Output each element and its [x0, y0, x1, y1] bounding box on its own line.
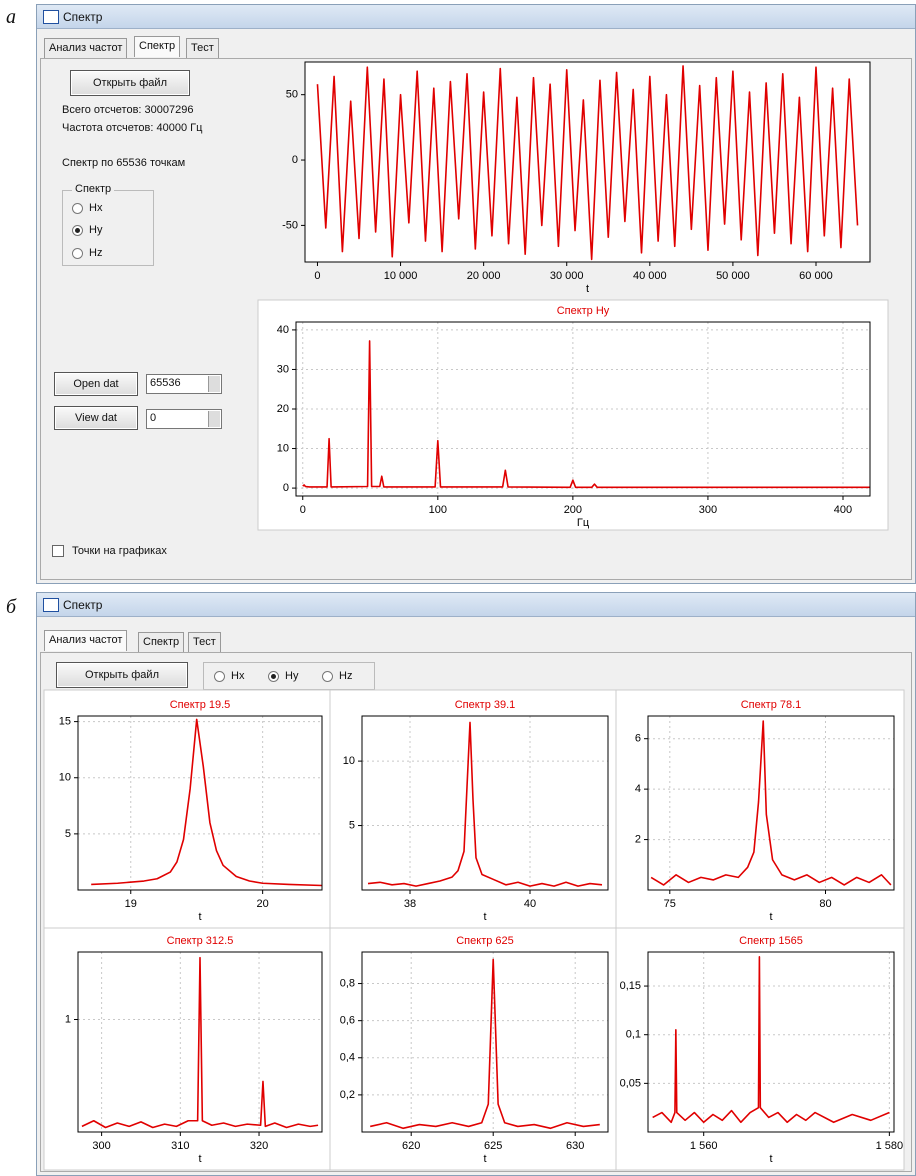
checkbox-label: Точки на графиках: [72, 545, 167, 557]
checkbox[interactable]: Точки на графиках: [52, 545, 167, 558]
radio-dot: [214, 670, 225, 682]
radio-label: Hz: [89, 247, 103, 259]
radio-dot: [322, 670, 333, 682]
tab[interactable]: Тест: [188, 632, 221, 653]
radio-button[interactable]: Hz: [322, 670, 352, 682]
radio-button[interactable]: Hx: [72, 202, 102, 214]
radio-button[interactable]: Hz: [72, 247, 102, 259]
radio-label: Hy: [89, 224, 103, 236]
radio-dot: [268, 670, 279, 682]
radio-dot: [72, 224, 83, 236]
spin-box[interactable]: 0: [146, 409, 222, 429]
radio-dot: [72, 202, 83, 214]
spin-value: 0: [150, 412, 157, 424]
radio-label: Hz: [339, 670, 353, 682]
radio-label: Hy: [285, 670, 299, 682]
button[interactable]: View dat: [54, 406, 138, 430]
spin-arrows[interactable]: [208, 411, 220, 427]
radio-label: Hx: [231, 670, 245, 682]
spin-value: 65536: [150, 377, 181, 389]
spin-arrows[interactable]: [208, 376, 220, 392]
info-text: Всего отсчетов: 30007296: [62, 104, 194, 116]
tab[interactable]: Спектр: [138, 632, 185, 653]
button[interactable]: Открыть файл: [70, 70, 190, 96]
tab[interactable]: Спектр: [134, 36, 181, 57]
button[interactable]: Открыть файл: [56, 662, 188, 688]
tab[interactable]: Тест: [186, 38, 219, 59]
tab-pane: [40, 58, 912, 580]
figure-label: а: [6, 6, 16, 28]
radio-button[interactable]: Hy: [268, 670, 298, 682]
info-text: Спектр по 65536 точкам: [62, 157, 186, 169]
window-title: Спектр: [63, 598, 103, 612]
radio-button[interactable]: Hy: [72, 224, 102, 236]
app-icon: [43, 598, 59, 612]
spin-box[interactable]: 65536: [146, 374, 222, 394]
info-text: Частота отсчетов: 40000 Гц: [62, 122, 203, 134]
figure-label: б: [6, 596, 17, 618]
checkbox-box: [52, 545, 64, 558]
tab[interactable]: Анализ частот: [44, 38, 128, 59]
title-bar: Спектр: [37, 5, 915, 29]
app-icon: [43, 10, 59, 24]
tab-pane: [40, 652, 912, 1172]
window-title: Спектр: [63, 10, 103, 24]
group-title: Спектр: [72, 183, 115, 195]
radio-label: Hx: [89, 202, 103, 214]
title-bar: Спектр: [37, 593, 915, 617]
button[interactable]: Open dat: [54, 372, 138, 396]
tab[interactable]: Анализ частот: [44, 630, 128, 651]
radio-dot: [72, 247, 83, 259]
radio-button[interactable]: Hx: [214, 670, 244, 682]
